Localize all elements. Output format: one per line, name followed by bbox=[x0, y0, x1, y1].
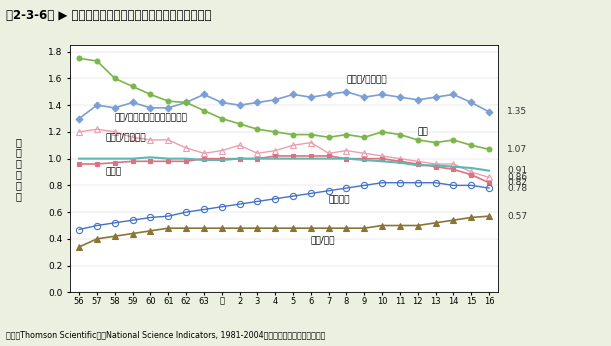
Text: 資料：Thomson Scientific社「National Science Indicators, 1981-2004」をもとに文部科学省で集計: 資料：Thomson Scientific社「National Science … bbox=[6, 330, 326, 339]
Text: 1.07: 1.07 bbox=[507, 145, 527, 154]
Text: 生物学/生命科学: 生物学/生命科学 bbox=[106, 132, 147, 141]
Text: 工学/コンピュータサイエンス: 工学/コンピュータサイエンス bbox=[115, 112, 188, 121]
Text: 0.57: 0.57 bbox=[507, 212, 527, 221]
Text: 臨床医学: 臨床医学 bbox=[329, 195, 350, 204]
Text: 物理学/材料科学: 物理学/材料科学 bbox=[346, 75, 387, 84]
Text: 第2-3-6図 ▶ 我が国の論文の分野別の相対比較優位の推移: 第2-3-6図 ▶ 我が国の論文の分野別の相対比較優位の推移 bbox=[6, 9, 211, 22]
Text: 0.91: 0.91 bbox=[507, 166, 527, 175]
Text: 0.78: 0.78 bbox=[507, 184, 527, 193]
Text: 化学: 化学 bbox=[418, 127, 428, 136]
Text: 0.82: 0.82 bbox=[507, 178, 527, 187]
Text: その他: その他 bbox=[106, 167, 122, 176]
Text: 地球/宇宙: 地球/宇宙 bbox=[311, 235, 335, 244]
Text: 0.86: 0.86 bbox=[507, 173, 527, 182]
Text: 1.35: 1.35 bbox=[507, 107, 527, 116]
Text: 相
対
比
較
優
位: 相 対 比 較 優 位 bbox=[16, 137, 22, 201]
